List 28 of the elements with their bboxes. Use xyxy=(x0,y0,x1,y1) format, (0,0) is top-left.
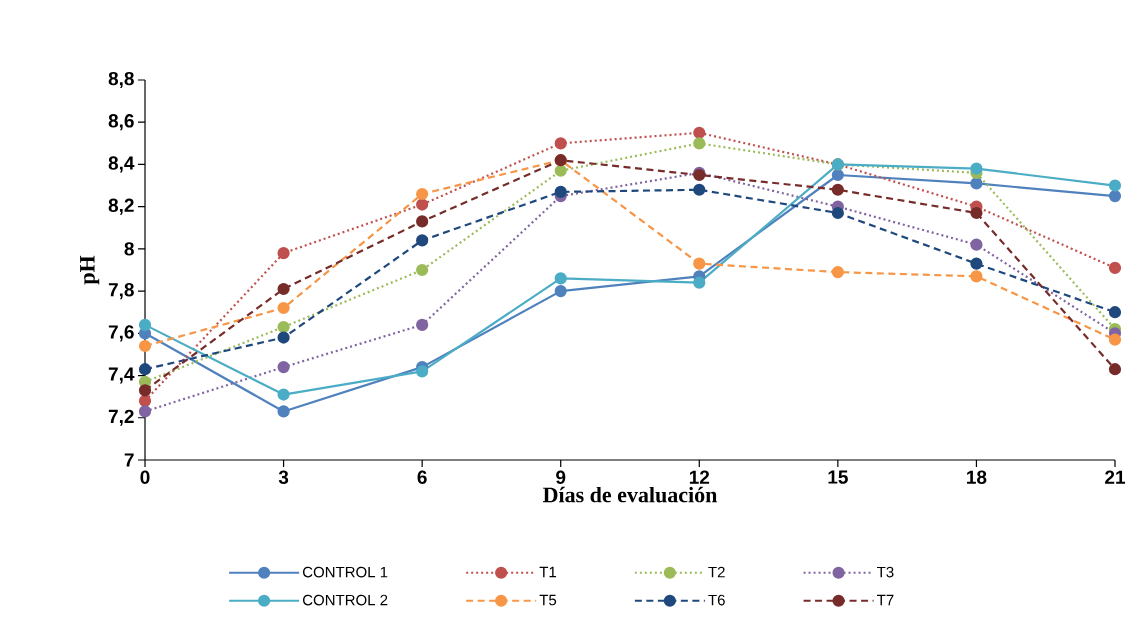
legend-label: T2 xyxy=(708,566,725,578)
legend-label: T5 xyxy=(539,594,557,606)
legend-label: T3 xyxy=(876,566,894,578)
y-tick-label: 7,2 xyxy=(108,409,134,426)
legend-label: CONTROL 1 xyxy=(302,566,388,578)
legend-label: T1 xyxy=(539,566,557,578)
y-tick-label: 8,4 xyxy=(108,156,135,173)
y-tick-label: 8,2 xyxy=(108,198,134,215)
y-tick-label: 8,8 xyxy=(108,71,134,89)
x-tick-label: 6 xyxy=(417,470,427,484)
y-tick-label: 7,4 xyxy=(108,367,135,384)
y-tick-label: 7 xyxy=(124,453,134,467)
x-tick-label: 15 xyxy=(828,470,848,484)
y-tick-label: 8,6 xyxy=(108,114,134,131)
x-tick-label: 12 xyxy=(689,470,710,484)
x-tick-label: 21 xyxy=(1105,470,1126,484)
x-tick-label: 0 xyxy=(140,470,150,484)
x-tick-label: 3 xyxy=(278,470,289,485)
x-tick-label: 18 xyxy=(967,470,987,484)
y-tick-label: 8 xyxy=(124,242,134,256)
legend-label: T6 xyxy=(708,594,725,606)
y-axis-title: pH xyxy=(80,255,100,285)
x-tick-label: 9 xyxy=(556,470,566,484)
y-tick-label: 7,8 xyxy=(108,283,134,300)
y-tick-label: 7,6 xyxy=(108,325,134,342)
legend-label: CONTROL 2 xyxy=(302,594,388,606)
x-axis-title: Días de evaluación xyxy=(543,486,718,503)
legend-label: T7 xyxy=(876,594,894,606)
